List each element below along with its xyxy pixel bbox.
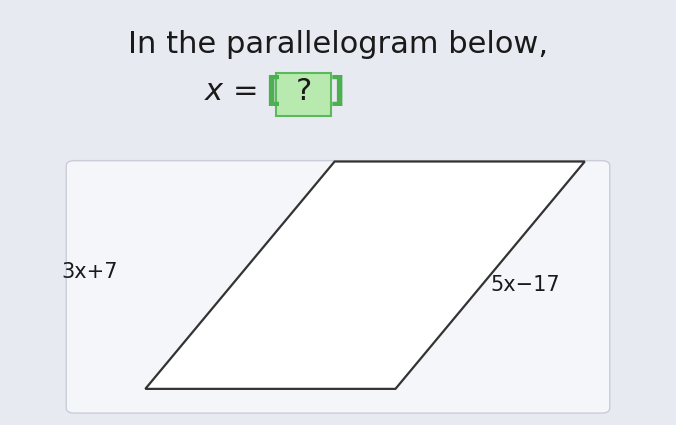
Text: ?: ? — [295, 77, 312, 106]
Text: [: [ — [265, 75, 281, 108]
FancyBboxPatch shape — [66, 161, 610, 413]
Text: ]: ] — [330, 75, 345, 108]
Text: In the parallelogram below,: In the parallelogram below, — [128, 30, 548, 59]
FancyBboxPatch shape — [276, 73, 331, 116]
Text: 3x+7: 3x+7 — [62, 262, 118, 282]
Text: $x$ =: $x$ = — [204, 77, 260, 106]
Text: 5x−17: 5x−17 — [490, 275, 560, 295]
Polygon shape — [145, 162, 585, 389]
